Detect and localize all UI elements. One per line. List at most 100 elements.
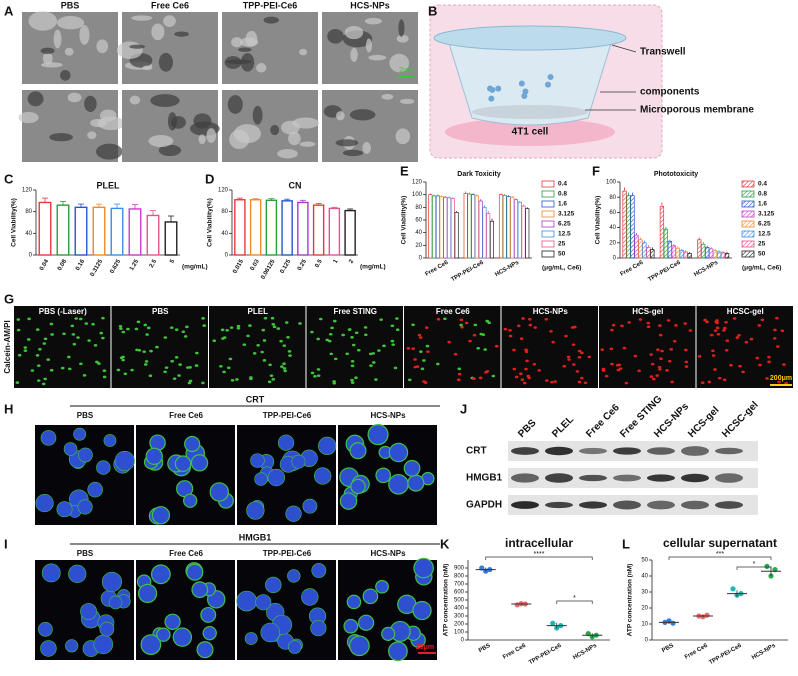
cell-dot bbox=[271, 322, 276, 326]
cell-dot bbox=[776, 345, 780, 348]
cell-dot bbox=[118, 324, 123, 328]
x-tick-label: Free Ce6 bbox=[502, 643, 528, 661]
cell-dot bbox=[347, 328, 352, 331]
y-axis-label: Cell Viability(%) bbox=[595, 196, 602, 245]
cell-dot bbox=[767, 360, 771, 364]
fluorescence-image bbox=[306, 306, 403, 388]
cell-dot bbox=[121, 358, 125, 362]
tem-texture bbox=[60, 69, 71, 81]
cell-dot bbox=[350, 335, 354, 339]
x-tick-label: HCS-NPs bbox=[751, 643, 777, 662]
cell-dot bbox=[146, 326, 151, 330]
legend-label: 50 bbox=[558, 251, 566, 258]
y-tick-label: 120 bbox=[412, 180, 423, 186]
bar bbox=[432, 195, 437, 259]
cell-dot bbox=[169, 326, 174, 329]
cell-dot bbox=[549, 329, 553, 333]
blot-band bbox=[545, 473, 573, 483]
cell-dot bbox=[298, 322, 302, 325]
cell-dot bbox=[225, 328, 229, 332]
cell-dot bbox=[268, 363, 272, 367]
cell-dot bbox=[724, 348, 729, 352]
panel-letter: I bbox=[4, 536, 8, 551]
tem-texture bbox=[129, 44, 146, 49]
chart-title: CN bbox=[289, 180, 302, 190]
cell-dot bbox=[725, 339, 730, 343]
legend-swatch bbox=[741, 240, 755, 248]
tem-texture bbox=[350, 47, 358, 62]
tem-texture bbox=[158, 52, 173, 72]
column-label: PBS bbox=[61, 0, 80, 10]
tem-texture bbox=[206, 128, 217, 143]
nucleus bbox=[73, 427, 87, 441]
cell-dot bbox=[457, 372, 462, 376]
bar bbox=[435, 195, 440, 259]
cell-dot bbox=[71, 333, 76, 336]
cell-dot bbox=[652, 377, 656, 381]
bar bbox=[687, 253, 692, 259]
bar bbox=[667, 240, 672, 259]
cell-dot bbox=[459, 323, 463, 327]
bar bbox=[128, 208, 142, 256]
column-label: TPP-PEI-Ce6 bbox=[243, 0, 298, 10]
cell-dot bbox=[784, 381, 788, 385]
bar bbox=[474, 195, 479, 259]
y-tick-label: 20 bbox=[415, 243, 422, 249]
significance-bracket bbox=[556, 600, 593, 604]
cell-dot bbox=[616, 368, 621, 372]
x-unit: (mg/mL) bbox=[182, 264, 208, 271]
cell-dot bbox=[16, 318, 21, 321]
column-label: PLEL bbox=[248, 307, 269, 316]
tem-texture bbox=[56, 15, 85, 30]
cell-dot bbox=[457, 367, 462, 371]
cell-dot bbox=[610, 362, 614, 366]
cell-dot bbox=[38, 347, 42, 351]
legend-label: 25 bbox=[758, 241, 766, 248]
blot-band bbox=[613, 447, 641, 455]
component-dot bbox=[489, 86, 496, 93]
blot-band bbox=[715, 501, 743, 509]
cell-dot bbox=[316, 374, 321, 377]
scale-bar-label: 20μm bbox=[416, 644, 434, 651]
cell-dot bbox=[155, 345, 159, 349]
cell-dot bbox=[341, 333, 345, 337]
cell-dot bbox=[332, 380, 336, 383]
cell-dot bbox=[656, 348, 660, 351]
diagram-label: Transwell bbox=[640, 47, 686, 58]
nucleus bbox=[101, 571, 122, 592]
nucleus bbox=[65, 639, 79, 653]
cell-dot bbox=[757, 324, 762, 327]
y-tick-label: 20 bbox=[609, 240, 616, 246]
cell-dot bbox=[142, 350, 146, 353]
cell-dot bbox=[313, 375, 317, 378]
cell-dot bbox=[700, 381, 705, 385]
cell-dot bbox=[717, 376, 722, 380]
blot-band bbox=[511, 473, 539, 483]
scale-bar-label: 200μm bbox=[770, 375, 792, 382]
bar bbox=[467, 193, 472, 259]
cell-dot bbox=[744, 340, 749, 344]
cell-dot bbox=[91, 322, 95, 326]
y-tick-label: 40 bbox=[25, 231, 32, 237]
x-tick-label: 1.25 bbox=[129, 258, 140, 272]
scale-bar bbox=[418, 652, 436, 654]
bar bbox=[671, 245, 676, 259]
x-tick-label: PBS bbox=[478, 643, 492, 654]
cell-dot bbox=[364, 333, 368, 337]
tem-texture bbox=[362, 141, 371, 154]
nucleus bbox=[202, 625, 217, 641]
cell-dot bbox=[35, 354, 40, 357]
cell-dot bbox=[74, 317, 79, 320]
nucleus bbox=[350, 478, 366, 495]
panel-letter: H bbox=[4, 401, 13, 416]
tem-texture bbox=[142, 65, 153, 71]
cell-dot bbox=[545, 379, 549, 382]
y-tick-label: 600 bbox=[454, 590, 465, 596]
column-label: Free Ce6 bbox=[436, 307, 470, 316]
bar bbox=[265, 199, 278, 256]
y-tick-label: 80 bbox=[415, 205, 422, 211]
y-tick-label: 60 bbox=[609, 210, 616, 216]
cell-dot bbox=[181, 330, 186, 334]
cell-dot bbox=[187, 381, 192, 385]
